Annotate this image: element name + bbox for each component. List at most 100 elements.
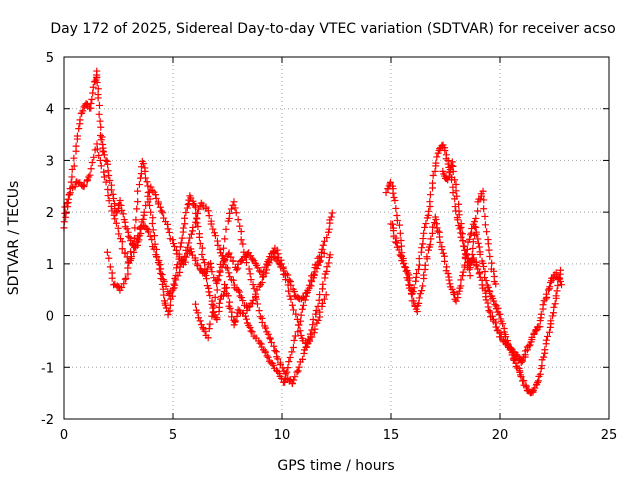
data-point bbox=[118, 245, 126, 253]
data-point bbox=[295, 321, 303, 329]
series-track-c bbox=[103, 157, 328, 386]
data-point bbox=[148, 220, 156, 228]
data-point bbox=[550, 303, 558, 311]
data-point bbox=[263, 266, 271, 274]
data-point bbox=[415, 261, 423, 269]
data-point bbox=[159, 285, 167, 293]
data-point bbox=[133, 205, 141, 213]
data-point bbox=[472, 214, 480, 222]
data-point bbox=[425, 207, 433, 215]
data-point bbox=[294, 367, 302, 375]
data-point bbox=[320, 237, 328, 245]
data-point bbox=[110, 195, 118, 203]
data-point bbox=[226, 304, 234, 312]
data-point bbox=[406, 281, 414, 289]
data-point bbox=[183, 243, 191, 251]
data-point bbox=[104, 185, 112, 193]
data-point bbox=[76, 116, 84, 124]
data-point bbox=[421, 223, 429, 231]
data-point bbox=[488, 259, 496, 267]
data-point bbox=[517, 373, 525, 381]
data-point bbox=[184, 200, 192, 208]
data-point bbox=[93, 67, 101, 75]
data-point bbox=[89, 83, 97, 91]
data-point bbox=[285, 287, 293, 295]
data-point bbox=[481, 267, 489, 275]
data-point bbox=[466, 264, 474, 272]
data-point bbox=[103, 248, 111, 256]
data-point bbox=[279, 364, 287, 372]
data-point bbox=[106, 177, 114, 185]
data-point bbox=[181, 214, 189, 222]
data-point bbox=[555, 274, 563, 282]
data-point bbox=[160, 214, 168, 222]
data-point bbox=[302, 343, 310, 351]
data-point bbox=[157, 275, 165, 283]
data-point bbox=[79, 107, 87, 115]
data-point bbox=[215, 299, 223, 307]
data-point bbox=[457, 276, 465, 284]
data-point bbox=[451, 176, 459, 184]
data-point bbox=[102, 178, 110, 186]
data-point bbox=[178, 234, 186, 242]
data-point bbox=[152, 194, 160, 202]
data-point bbox=[285, 358, 293, 366]
data-point bbox=[127, 248, 135, 256]
data-point bbox=[319, 280, 327, 288]
data-point bbox=[247, 252, 255, 260]
data-point bbox=[467, 257, 475, 265]
data-point bbox=[389, 220, 397, 228]
data-point bbox=[472, 224, 480, 232]
data-point bbox=[393, 217, 401, 225]
data-point bbox=[303, 339, 311, 347]
data-point bbox=[123, 225, 131, 233]
data-point bbox=[220, 244, 228, 252]
data-point bbox=[432, 159, 440, 167]
data-point bbox=[393, 239, 401, 247]
data-point bbox=[213, 314, 221, 322]
data-point bbox=[320, 249, 328, 257]
data-point bbox=[231, 204, 239, 212]
data-point bbox=[499, 320, 507, 328]
data-point bbox=[295, 363, 303, 371]
data-point bbox=[457, 282, 465, 290]
data-point bbox=[214, 277, 222, 285]
data-point bbox=[428, 229, 436, 237]
data-point bbox=[63, 199, 71, 207]
data-point bbox=[172, 264, 180, 272]
data-point bbox=[100, 148, 108, 156]
data-point bbox=[169, 240, 177, 248]
data-point bbox=[100, 173, 108, 181]
y-tick-label: -1 bbox=[41, 361, 54, 376]
data-point bbox=[66, 189, 74, 197]
data-point bbox=[118, 284, 126, 292]
data-point bbox=[328, 209, 336, 217]
data-point bbox=[460, 243, 468, 251]
data-point bbox=[171, 243, 179, 251]
y-tick-label: 3 bbox=[46, 154, 54, 169]
data-point bbox=[194, 222, 202, 230]
data-point bbox=[118, 238, 126, 246]
data-point bbox=[531, 384, 539, 392]
data-point bbox=[546, 283, 554, 291]
data-point bbox=[187, 230, 195, 238]
data-point bbox=[229, 276, 237, 284]
data-point bbox=[536, 323, 544, 331]
data-point bbox=[444, 269, 452, 277]
data-point bbox=[551, 300, 559, 308]
x-tick-label: 20 bbox=[492, 428, 509, 443]
data-point bbox=[292, 310, 300, 318]
data-point bbox=[269, 361, 277, 369]
data-point bbox=[61, 203, 69, 211]
data-point bbox=[538, 362, 546, 370]
data-points bbox=[60, 67, 566, 397]
data-point bbox=[415, 255, 423, 263]
data-point bbox=[275, 259, 283, 267]
data-point bbox=[147, 208, 155, 216]
data-point bbox=[215, 272, 223, 280]
data-point bbox=[131, 224, 139, 232]
data-point bbox=[105, 197, 113, 205]
data-point bbox=[313, 265, 321, 273]
data-point bbox=[192, 300, 200, 308]
